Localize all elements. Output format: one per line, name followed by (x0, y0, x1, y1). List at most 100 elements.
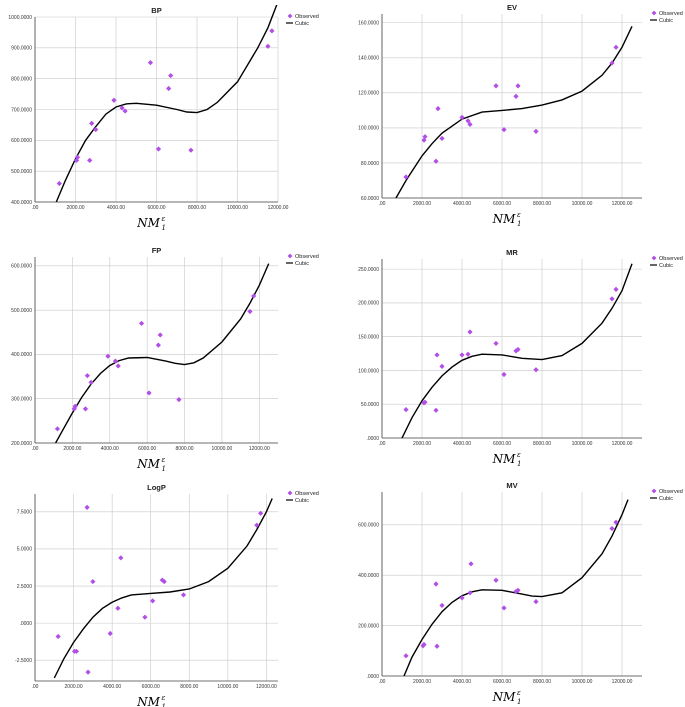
chart3-point (439, 363, 445, 369)
chart0-point (168, 72, 174, 79)
chart3-ytick-label: .0000 (366, 436, 379, 442)
chart5-xlabel: NM ε1 (492, 689, 522, 706)
chart2-ytick-label: 600.0000 (11, 264, 32, 270)
chart5-xlabel-sub: 1 (517, 698, 521, 706)
chart1-point (515, 83, 521, 89)
chart-mr: MR .00 2000.00 4000.00 6000.00 8000.00 10000.0… (358, 248, 683, 468)
chart0-point (188, 147, 194, 153)
chart2-point (88, 379, 94, 385)
chart1-point (513, 93, 519, 99)
chart0-title: BP (151, 6, 161, 15)
chart3-xlabel-sup: ε (517, 451, 521, 459)
chart5-xlabel-main: NM (492, 690, 517, 704)
chart2-xtick-label: 4000.00 (101, 446, 119, 452)
chart2-xtick-label: .00 (32, 446, 39, 452)
chart2-point (82, 406, 89, 412)
chart1-xtick-label: 10000.00 (572, 201, 593, 207)
chart0-point (119, 105, 125, 111)
chart0-point (155, 146, 162, 152)
chart2-point (105, 353, 111, 359)
chart3-xtick-label: 2000.00 (413, 441, 431, 447)
chart4-xlabel-main: NM (136, 695, 161, 707)
chart3-xlabel-main: NM (492, 452, 517, 466)
chart-bp: BP .00 2000.00 4000.00 6000.00 8000.00 10000.0… (8, 5, 319, 232)
chart5-ytick-label: 200.0000 (358, 623, 379, 629)
chart3-title: MR (506, 248, 518, 257)
chart2-title: FP (152, 246, 162, 255)
chart3-point (434, 352, 440, 358)
chart2-xtick-label: 10000.00 (211, 446, 232, 452)
chart0-point (87, 157, 93, 163)
chart2-xtick-label: 12000.00 (249, 446, 270, 452)
chart4-xtick-label: 8000.00 (180, 684, 198, 690)
chart1-xtick-label: 2000.00 (413, 201, 431, 207)
chart3-xlabel-sub: 1 (517, 460, 521, 468)
chart4-ytick-label: 2.5000 (17, 584, 33, 590)
chart5-point (421, 641, 427, 648)
chart4-point (142, 614, 148, 620)
chart1-ytick-label: 120.0000 (358, 91, 379, 97)
chart1-legend-observed: Observed (659, 11, 683, 17)
chart2-point (157, 332, 163, 338)
chart1-legend-marker (651, 10, 657, 16)
chart4-ytick-label: 7.5000 (17, 510, 33, 516)
chart2-legend-cubic: Cubic (295, 261, 309, 267)
chart2-xtick-label: 8000.00 (175, 446, 193, 452)
chart0-ytick-label: 900.0000 (11, 46, 32, 52)
chart2-point (155, 342, 161, 348)
chart3-xtick-label: .00 (379, 441, 386, 447)
chart0-ytick-label: 400.0000 (11, 200, 32, 206)
chart2-point (54, 426, 61, 432)
chart1-point (493, 83, 499, 89)
chart2-point (115, 363, 121, 369)
chart5-xtick-label: 12000.00 (612, 679, 633, 685)
chart5-point (439, 602, 445, 609)
chart4-point (107, 630, 113, 637)
chart3-legend-cubic: Cubic (659, 263, 673, 269)
chart4-xtick-label: 4000.00 (103, 684, 121, 690)
chart4-cubic-curve (53, 498, 273, 679)
chart3-legend-marker (651, 255, 657, 261)
chart2-legend-marker (287, 253, 293, 259)
chart1-point (433, 158, 439, 164)
chart4-legend-cubic: Cubic (295, 498, 309, 504)
chart4-point (55, 633, 61, 640)
chart4-ytick-label: 5.0000 (17, 547, 33, 553)
chart4-legend-marker (287, 490, 293, 496)
chart4-point (84, 504, 90, 510)
chart2-point (72, 403, 78, 409)
chart3-ytick-label: 150.0000 (358, 334, 379, 340)
chart3-point (465, 351, 471, 357)
chart0-legend-marker (287, 13, 293, 19)
chart4-xtick-label: 2000.00 (65, 684, 83, 690)
chart5-legend-cubic: Cubic (659, 496, 673, 502)
chart0-xtick-label: 6000.00 (147, 205, 165, 211)
chart4-point (115, 605, 121, 611)
chart1-point (501, 127, 507, 133)
chart0-point (122, 108, 128, 114)
chart4-legend-observed: Observed (295, 491, 319, 497)
chart0-legend-cubic: Cubic (295, 21, 309, 27)
chart4-point (85, 669, 91, 675)
chart1-point (613, 44, 619, 50)
chart3-point (501, 371, 507, 378)
chart3-xtick-label: 6000.00 (493, 441, 511, 447)
chart0-point (166, 85, 172, 92)
chart3-xtick-label: 8000.00 (533, 441, 551, 447)
chart3-ytick-label: 50.0000 (361, 402, 379, 408)
chart-fp: FP .00 2000.00 4000.00 6000.00 8000.00 10000.0… (11, 246, 319, 473)
chart1-point (533, 128, 539, 135)
chart2-point (247, 308, 253, 315)
chart5-xtick-label: .00 (379, 679, 386, 685)
chart5-point (609, 525, 615, 532)
chart4-point (73, 648, 80, 654)
chart-logp: LogP .00 2000.00 4000.00 6000.00 8000.00 10000… (15, 483, 319, 707)
chart1-ytick-label: 140.0000 (358, 56, 379, 62)
chart1-point (421, 137, 427, 143)
chart5-cubic-curve (403, 499, 629, 676)
chart5-xtick-label: 6000.00 (493, 679, 511, 685)
chart3-legend-observed: Observed (659, 256, 683, 262)
chart3-xlabel: NM ε1 (492, 451, 522, 468)
chart0-xtick-label: 4000.00 (107, 205, 125, 211)
